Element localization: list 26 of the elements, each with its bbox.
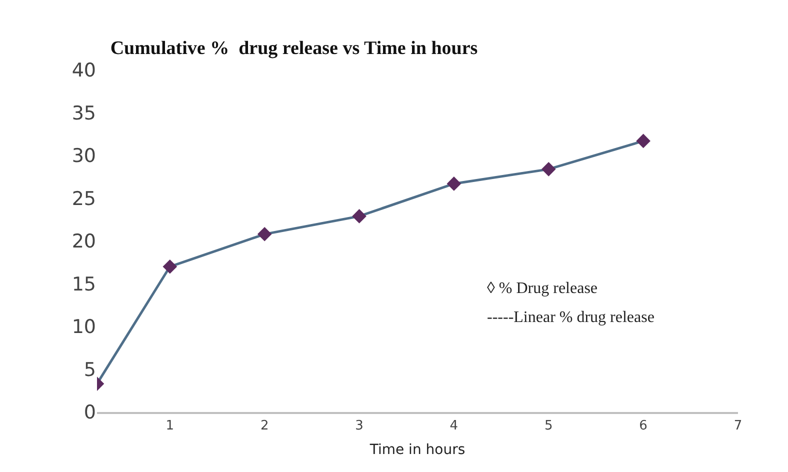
x-tick-label: 3 <box>355 418 364 434</box>
chart-title: Cumulative % drug release vs Time in hours <box>110 38 478 59</box>
x-axis-title: Time in hours <box>368 442 466 458</box>
y-tick-label: 40 <box>72 60 96 82</box>
y-tick-label: 35 <box>72 102 96 124</box>
point <box>257 227 272 242</box>
annotation: -----Linear % drug release <box>487 309 654 326</box>
point <box>162 260 178 274</box>
x-tick-label: 7 <box>734 418 742 434</box>
y-tick-label: 0 <box>84 402 96 424</box>
point <box>636 134 650 148</box>
y-tick-label: 15 <box>72 273 96 296</box>
x-tick-label: 4 <box>450 418 458 434</box>
point <box>541 162 556 176</box>
annotation: ◊ % Drug release <box>487 280 598 297</box>
y-tick-label: 10 <box>72 316 96 338</box>
x-tick-label: 2 <box>260 418 269 434</box>
point <box>352 209 366 224</box>
y-tick-label: 30 <box>72 145 96 168</box>
y-tick-label: 5 <box>84 358 96 381</box>
point <box>446 176 462 191</box>
y-tick-label: 20 <box>72 230 96 253</box>
x-tick-label: 5 <box>544 418 553 434</box>
y-tick-label: 25 <box>72 188 96 210</box>
x-tick-label: 6 <box>639 418 648 434</box>
x-tick-label: 1 <box>166 418 174 434</box>
